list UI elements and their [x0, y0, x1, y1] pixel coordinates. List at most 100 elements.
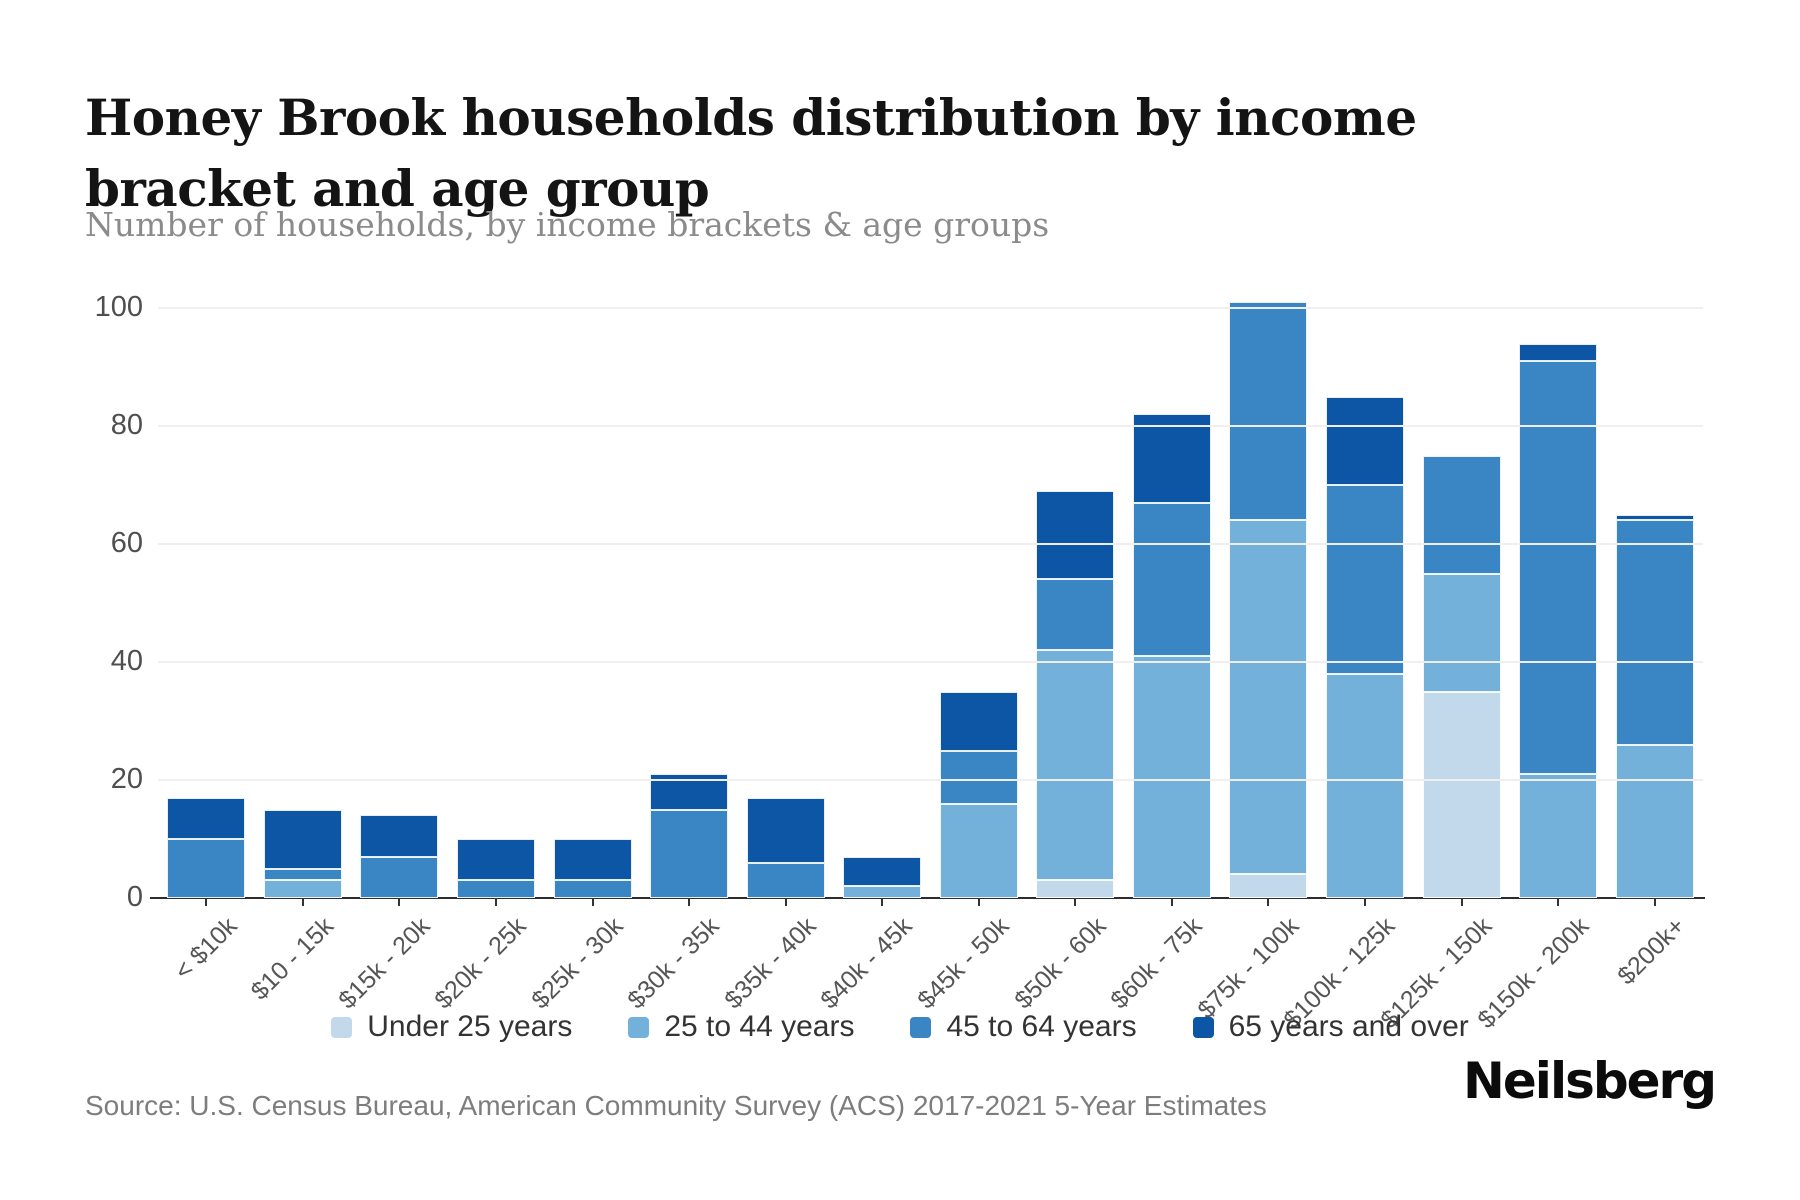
y-axis-label: 60	[110, 527, 143, 560]
bar-segment[interactable]	[1229, 874, 1308, 898]
stacked-bar	[1132, 414, 1211, 898]
bar-segment[interactable]	[456, 880, 535, 898]
x-axis-tick	[591, 898, 594, 906]
bar-segment[interactable]	[263, 809, 342, 869]
bar-segment[interactable]	[360, 815, 439, 857]
bar-column: $35k - 40k	[719, 255, 834, 1014]
bar-segment[interactable]	[1519, 774, 1598, 898]
stacked-bar	[167, 797, 246, 898]
legend-label: Under 25 years	[367, 1010, 573, 1043]
bar-column: $125k - 150k	[1375, 255, 1510, 1034]
x-axis-line	[150, 897, 1705, 899]
x-axis-label: $35k - 40k	[719, 912, 822, 1015]
y-axis-label: 20	[110, 763, 143, 796]
bar-column: $50k - 60k	[1009, 255, 1124, 1014]
y-axis-label: 80	[110, 409, 143, 442]
bar-segment[interactable]	[939, 803, 1018, 898]
brand-logo[interactable]: Neilsberg	[1463, 1052, 1717, 1110]
legend-swatch-under-25	[331, 1016, 353, 1038]
bar-segment[interactable]	[1615, 520, 1694, 745]
bar-segment[interactable]	[1229, 302, 1308, 521]
bar-segment[interactable]	[843, 886, 922, 898]
page-subtitle: Number of households, by income brackets…	[85, 205, 1050, 244]
bar-segment[interactable]	[1036, 650, 1115, 881]
bar-columns: < $10k $10 - 15k $15k - 20k $20k - 25k $25k …	[158, 255, 1703, 1034]
stacked-bar	[456, 839, 535, 898]
x-axis-label: < $10k	[168, 912, 243, 986]
bar-column: $150k - 200k	[1472, 255, 1607, 1034]
bar-segment[interactable]	[553, 880, 632, 898]
legend: Under 25 years 25 to 44 years 45 to 64 y…	[0, 1010, 1800, 1044]
bar-segment[interactable]	[939, 691, 1018, 751]
legend-swatch-45-to-64	[910, 1016, 932, 1038]
legend-item-45-to-64[interactable]: 45 to 64 years	[910, 1010, 1137, 1044]
bar-segment[interactable]	[1036, 490, 1115, 580]
bar-column: $200k+	[1606, 255, 1703, 990]
bar-column: $75k - 100k	[1192, 255, 1317, 1024]
bar-segment[interactable]	[650, 809, 729, 898]
gridline	[158, 543, 1703, 546]
bar-segment[interactable]	[1326, 485, 1405, 674]
bar-segment[interactable]	[1132, 656, 1211, 898]
gridline	[158, 779, 1703, 782]
x-axis-label: $25k - 30k	[525, 912, 629, 1015]
y-axis-label: 40	[110, 645, 143, 678]
bar-segment[interactable]	[263, 868, 342, 881]
bar-segment[interactable]	[939, 750, 1018, 804]
bar-segment[interactable]	[1326, 396, 1405, 486]
bar-segment[interactable]	[1132, 414, 1211, 503]
x-axis-label: $200k+	[1612, 912, 1691, 991]
bar-segment[interactable]	[263, 880, 342, 898]
bar-column: $10 - 15k	[245, 255, 352, 1006]
bar-segment[interactable]	[1615, 744, 1694, 898]
bar-column: $40k - 45k	[816, 255, 931, 1014]
bar-segment[interactable]	[746, 797, 825, 863]
bar-segment[interactable]	[1615, 514, 1694, 521]
legend-item-under-25[interactable]: Under 25 years	[331, 1010, 572, 1044]
bar-segment[interactable]	[1519, 361, 1598, 775]
x-axis-tick	[784, 898, 787, 906]
x-axis-tick	[398, 898, 401, 906]
bar-segment[interactable]	[1036, 579, 1115, 651]
x-axis-label: $60k - 75k	[1105, 912, 1208, 1015]
x-axis-tick	[494, 898, 497, 906]
bar-segment[interactable]	[456, 839, 535, 881]
x-axis-label: $20k - 25k	[429, 912, 532, 1015]
bar-segment[interactable]	[553, 839, 632, 881]
bar-segment[interactable]	[167, 797, 246, 840]
bar-segment[interactable]	[1036, 880, 1115, 898]
plot-area: < $10k $10 - 15k $15k - 20k $20k - 25k $25k …	[95, 255, 1705, 1034]
stacked-bar	[843, 856, 922, 898]
bar-segment[interactable]	[167, 839, 246, 898]
bar-column: $25k - 30k	[526, 255, 641, 1014]
bar-column: < $10k	[158, 255, 255, 985]
bar-segment[interactable]	[1229, 520, 1308, 875]
x-axis-tick	[205, 898, 208, 906]
stacked-bar	[263, 809, 342, 898]
bar-segment[interactable]	[843, 856, 922, 887]
x-axis-tick	[881, 898, 884, 906]
bar-segment[interactable]	[1422, 691, 1501, 898]
page-title: Honey Brook households distribution by i…	[85, 87, 1417, 218]
legend-item-65-and-over[interactable]: 65 years and over	[1192, 1010, 1469, 1044]
x-axis-label: $10 - 15k	[245, 912, 339, 1006]
x-axis-label: $30k - 35k	[622, 912, 725, 1015]
bar-segment[interactable]	[1422, 455, 1501, 574]
stacked-bar	[1326, 396, 1405, 898]
bar-column: $30k - 35k	[623, 255, 738, 1014]
gridline	[158, 307, 1703, 310]
x-axis-label: $15k - 20k	[332, 912, 436, 1015]
x-axis-tick	[1074, 898, 1077, 906]
x-axis-tick	[301, 898, 304, 906]
stacked-bar	[1519, 343, 1598, 898]
bar-segment[interactable]	[1132, 502, 1211, 657]
bar-segment[interactable]	[1422, 573, 1501, 692]
bar-segment[interactable]	[360, 856, 439, 898]
bar-segment[interactable]	[746, 862, 825, 898]
bar-segment[interactable]	[1519, 343, 1598, 362]
legend-item-25-to-44[interactable]: 25 to 44 years	[628, 1010, 854, 1044]
bar-segment[interactable]	[1326, 673, 1405, 898]
x-axis-label: $40k - 45k	[815, 912, 919, 1015]
y-axis-label: 100	[94, 291, 143, 324]
